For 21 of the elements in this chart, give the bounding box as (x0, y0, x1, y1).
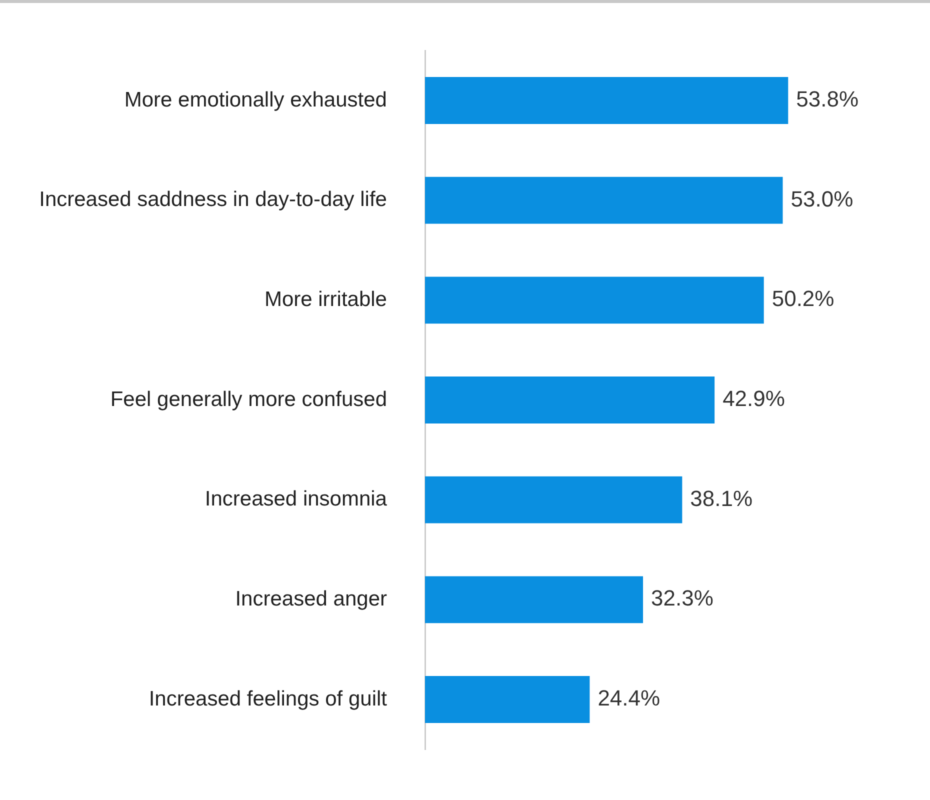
bar (425, 276, 764, 324)
data-label: 50.2% (772, 286, 834, 312)
y-tick-label: Increased feelings of guilt (148, 687, 388, 710)
bar (425, 77, 788, 124)
data-label: 53.0% (790, 186, 854, 212)
bar (425, 176, 783, 224)
y-tick-label: Increased saddness in day-to-day life (39, 188, 387, 212)
y-tick-label: Feel generally more confused (110, 388, 387, 411)
data-label: 53.8% (796, 86, 859, 112)
data-label: 38.1% (690, 486, 753, 511)
y-tick-label: Increased anger (235, 587, 387, 610)
data-label: 42.9% (722, 386, 785, 412)
y-tick-label: More emotionally exhausted (124, 88, 387, 112)
y-tick-label: More irritable (264, 288, 387, 311)
data-label: 32.3% (651, 586, 714, 611)
bar (425, 676, 590, 723)
bar (425, 376, 715, 424)
y-tick-label: Increased insomnia (204, 488, 388, 511)
bar (425, 576, 644, 624)
bar (425, 476, 682, 524)
data-label: 24.4% (598, 686, 660, 711)
